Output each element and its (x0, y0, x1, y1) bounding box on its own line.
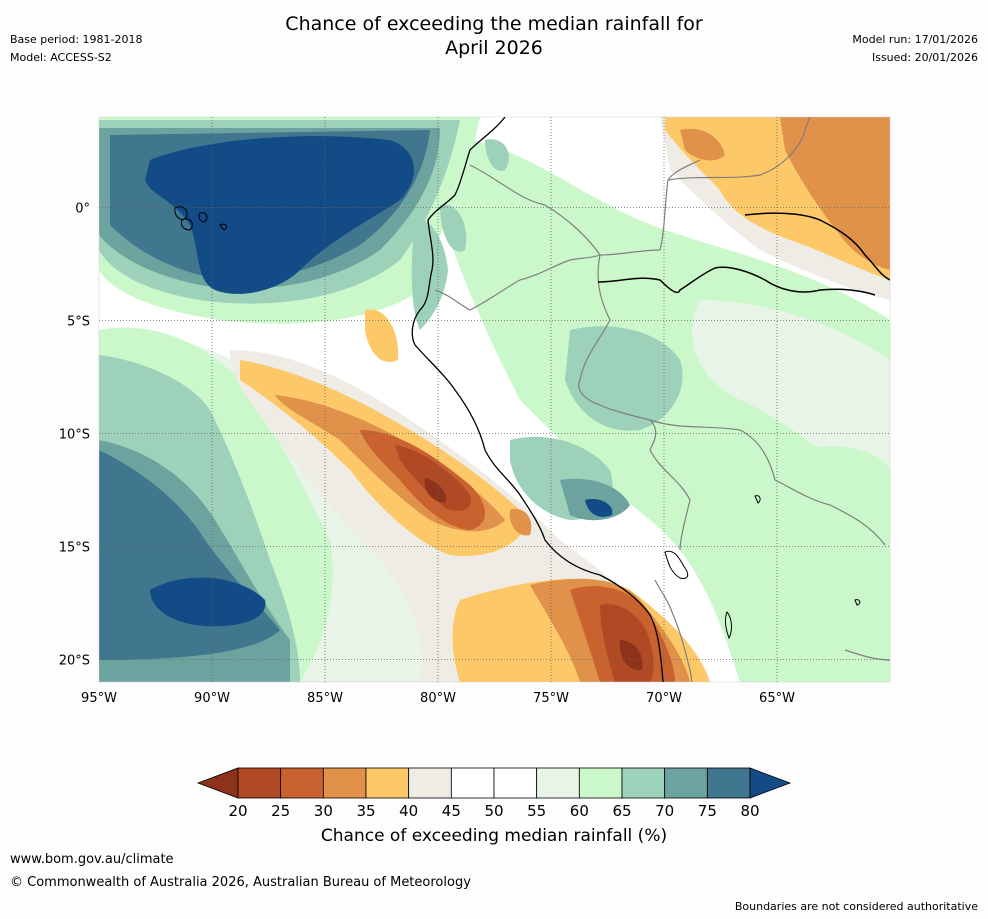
meta-left: Base period: 1981-2018 Model: ACCESS-S2 (10, 31, 142, 67)
base-period: Base period: 1981-2018 (10, 33, 143, 46)
lon-tick-label: 70°W (646, 691, 682, 706)
field-dry-brown (395, 445, 471, 512)
colorbar-tick-label: 75 (698, 802, 717, 820)
lon-tick-label: 95°W (81, 691, 117, 706)
coastline-galapagos-4 (219, 223, 228, 231)
footer-disclaimer: Boundaries are not considered authoritat… (734, 900, 978, 913)
coastline-rio-negro (597, 266, 876, 296)
lat-tick-label: 0° (75, 201, 90, 216)
border-venezuela (667, 117, 811, 181)
colorbar-tick-label: 60 (570, 802, 589, 820)
border-bolivia-brazil (649, 419, 886, 546)
field-sw-ocean-teal3 (99, 380, 175, 422)
title-line-2: April 2026 (445, 37, 543, 59)
field-se-green (800, 446, 890, 540)
field-amazon-teal (565, 326, 683, 431)
colorbar-segment (365, 767, 410, 799)
coastline-amazon-river (744, 212, 890, 281)
coastline-lake-3 (854, 599, 861, 606)
border-bolivia-paraguay (844, 649, 890, 661)
field-land-green (448, 140, 890, 682)
colorbar-tick-label: 25 (271, 802, 290, 820)
issued-date: Issued: 20/01/2026 (871, 51, 978, 64)
colorbar-low-arrow (196, 767, 239, 799)
model-run: Model run: 17/01/2026 (852, 33, 978, 46)
coastline-titicaca (664, 550, 689, 579)
field-north-ocean-deepblue (145, 136, 414, 294)
colorbar-tick-label: 70 (655, 802, 674, 820)
lon-tick-label: 65°W (759, 691, 795, 706)
coastline-lake-2 (725, 611, 732, 640)
colorbar-label: Chance of exceeding median rainfall (%) (320, 826, 668, 846)
colorbar-tick-label: 45 (442, 802, 461, 820)
field-coast-teal2 (440, 204, 467, 252)
colorbar-tick-label: 50 (484, 802, 503, 820)
longitude-labels: 95°W 90°W 85°W 80°W 75°W 70°W 65°W (81, 691, 795, 706)
colorbar-high-arrow (749, 767, 792, 799)
coastline-galapagos-3 (198, 212, 208, 223)
field-dry-south-darkbrown (619, 640, 643, 671)
colorbar-segment (322, 767, 367, 799)
chart-title: Chance of exceeding the median rainfall … (0, 12, 988, 60)
colorbar-segment (664, 767, 708, 799)
colorbar-segment (536, 767, 580, 799)
coastline-galapagos-1 (174, 206, 188, 220)
colorbar-tick-label: 40 (399, 802, 418, 820)
map-field (99, 117, 890, 682)
lon-tick-label: 90°W (194, 691, 230, 706)
borders (434, 117, 890, 682)
lon-tick-label: 80°W (420, 691, 456, 706)
field-dry-yellow-n (365, 309, 399, 362)
colorbar-tick-label: 35 (356, 802, 375, 820)
gridlines (99, 117, 890, 682)
colorbar-tick-label: 80 (740, 802, 759, 820)
footer-url[interactable]: www.bom.gov.au/climate (10, 852, 174, 867)
border-ecuador-colombia (469, 164, 601, 256)
latitude-labels: 0° 5°S 10°S 15°S 20°S (59, 201, 90, 668)
colorbar-segment (450, 767, 495, 799)
field-ne-orange2 (680, 128, 725, 161)
field-amazon-deepblue (585, 499, 613, 517)
colorbar-tick-label: 55 (527, 802, 546, 820)
colorbar-tick-label: 30 (314, 802, 333, 820)
lat-tick-label: 20°S (59, 653, 90, 668)
lat-tick-label: 10°S (59, 427, 90, 442)
border-peru-brazil (578, 254, 691, 551)
field-dry-yellow-w (480, 609, 516, 654)
colorbar-segment (578, 767, 623, 799)
field-sw-ocean-deepblue (150, 577, 266, 627)
lat-tick-label: 15°S (59, 540, 90, 555)
field-dry-orange-small (509, 509, 532, 536)
border-colombia-brazil (599, 159, 701, 256)
colorbar-segment (408, 767, 452, 799)
colorbar-tick-label: 65 (612, 802, 631, 820)
colorbar-segment (493, 767, 538, 799)
footer-copyright: © Commonwealth of Australia 2026, Austra… (10, 875, 471, 890)
map-frame (98, 116, 891, 683)
field-ne-orange (780, 117, 890, 270)
coastline-pacific (411, 117, 664, 682)
colorbar-segment (237, 767, 282, 799)
colorbar: 20 25 30 35 40 45 50 55 60 65 70 75 80 (196, 767, 792, 820)
field-coast-teal3 (485, 139, 509, 171)
border-bolivia-chile (671, 611, 693, 682)
lat-tick-label: 5°S (67, 314, 90, 329)
border-ecuador-peru (434, 254, 601, 311)
lon-tick-label: 85°W (307, 691, 343, 706)
field-coast-teal (411, 219, 448, 330)
colorbar-tick-label: 20 (228, 802, 247, 820)
title-line-1: Chance of exceeding the median rainfall … (285, 13, 703, 35)
coastline-galapagos-2 (181, 218, 193, 231)
lon-tick-label: 75°W (533, 691, 569, 706)
colorbar-segment (706, 767, 751, 799)
model-name: Model: ACCESS-S2 (10, 51, 112, 64)
coastline-lake-1 (754, 495, 761, 504)
coastlines (174, 117, 890, 682)
meta-right: Model run: 17/01/2026 Issued: 20/01/2026 (852, 31, 978, 67)
field-dry-darkbrown (424, 478, 447, 503)
colorbar-segment (280, 767, 324, 799)
border-peru-chile (654, 579, 673, 613)
colorbar-segment (621, 767, 666, 799)
